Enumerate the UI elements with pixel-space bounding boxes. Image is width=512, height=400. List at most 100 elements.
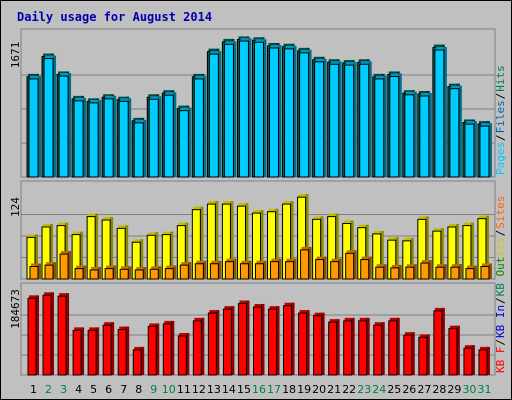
bar-files-day-20 bbox=[314, 58, 327, 178]
bar-sites-day-23 bbox=[360, 256, 372, 280]
x-label-day-27: 27 bbox=[417, 383, 431, 396]
x-label-day-9: 9 bbox=[150, 383, 157, 396]
bar-sites-day-15 bbox=[239, 260, 252, 280]
bar-sites-day-28 bbox=[435, 264, 447, 280]
bar-files-day-9 bbox=[148, 96, 162, 178]
bar-files-day-17 bbox=[269, 44, 282, 178]
x-label-day-15: 15 bbox=[237, 383, 251, 396]
bar-kb-f-day-23 bbox=[358, 317, 370, 376]
bar-files-day-21 bbox=[329, 61, 342, 178]
side-label-kbytes-0: KB F bbox=[494, 347, 507, 374]
bar-sites-day-11 bbox=[179, 262, 192, 280]
bar-files-day-19 bbox=[299, 49, 312, 178]
bar-files-day-13 bbox=[208, 51, 222, 178]
bar-files-day-23 bbox=[359, 61, 372, 178]
bar-kb-f-day-9 bbox=[147, 323, 160, 376]
bar-sites-day-10 bbox=[164, 265, 177, 280]
bar-files-day-29 bbox=[449, 85, 462, 178]
bar-sites-day-21 bbox=[330, 258, 342, 280]
bar-sites-day-9 bbox=[149, 266, 162, 280]
bar-kb-f-day-11 bbox=[177, 333, 190, 376]
x-label-day-3: 3 bbox=[60, 383, 67, 396]
bar-files-day-31 bbox=[479, 123, 492, 178]
bar-sites-day-14 bbox=[224, 258, 237, 280]
bar-files-day-18 bbox=[284, 45, 297, 178]
bar-kb-f-day-6 bbox=[102, 322, 115, 376]
side-label-kbytes-1: / bbox=[494, 339, 507, 346]
bar-kb-f-day-25 bbox=[388, 317, 400, 376]
bar-files-day-22 bbox=[344, 62, 357, 178]
bar-sites-day-8 bbox=[134, 266, 147, 280]
bar-files-day-1 bbox=[28, 75, 41, 178]
x-label-day-24: 24 bbox=[372, 383, 386, 396]
bar-kb-f-day-15 bbox=[237, 300, 250, 376]
ymax-label-kbytes: 184673 bbox=[9, 289, 22, 329]
x-label-day-11: 11 bbox=[177, 383, 191, 396]
bar-kb-f-day-29 bbox=[448, 325, 460, 376]
x-label-day-18: 18 bbox=[282, 383, 296, 396]
bar-files-day-25 bbox=[389, 73, 402, 178]
side-label-kbytes-3: / bbox=[494, 297, 507, 304]
x-label-day-14: 14 bbox=[222, 383, 236, 396]
x-label-day-2: 2 bbox=[45, 383, 52, 396]
bar-sites-day-5 bbox=[89, 266, 102, 280]
bar-sites-day-22 bbox=[345, 250, 357, 280]
bar-sites-day-16 bbox=[254, 260, 267, 280]
bar-kb-f-day-10 bbox=[162, 320, 175, 376]
bar-kb-f-day-8 bbox=[132, 346, 145, 376]
side-label-visits-sites-1: / bbox=[494, 230, 507, 237]
x-label-day-6: 6 bbox=[105, 383, 112, 396]
bar-files-day-24 bbox=[374, 75, 387, 178]
bar-sites-day-30 bbox=[465, 265, 477, 280]
ymax-label-visits-sites: 124 bbox=[9, 197, 22, 217]
bar-kb-f-day-1 bbox=[27, 295, 39, 376]
bar-kb-f-day-16 bbox=[252, 303, 265, 376]
bar-sites-day-12 bbox=[194, 260, 207, 280]
bar-kb-f-day-3 bbox=[57, 293, 70, 376]
bar-files-day-3 bbox=[58, 73, 72, 178]
ymax-label-hits-files-pages: 1671 bbox=[9, 42, 22, 69]
bar-files-day-5 bbox=[88, 99, 102, 178]
side-label-visits-sites-2: Sites bbox=[494, 196, 507, 229]
bar-kb-f-day-26 bbox=[403, 332, 415, 376]
x-label-day-26: 26 bbox=[402, 383, 416, 396]
bar-kb-f-day-12 bbox=[192, 317, 205, 376]
bar-sites-day-1 bbox=[29, 263, 41, 280]
bar-sites-day-6 bbox=[104, 265, 117, 280]
bar-kb-f-day-20 bbox=[313, 312, 325, 376]
bar-files-day-7 bbox=[118, 98, 132, 178]
bar-sites-day-26 bbox=[405, 264, 417, 280]
side-label-kbytes-2: KB In bbox=[494, 305, 507, 338]
bar-kb-f-day-21 bbox=[328, 319, 340, 376]
x-label-day-19: 19 bbox=[297, 383, 311, 396]
x-label-day-23: 23 bbox=[357, 383, 371, 396]
bar-kb-f-day-17 bbox=[268, 306, 280, 376]
x-label-day-28: 28 bbox=[432, 383, 446, 396]
bar-sites-day-13 bbox=[209, 260, 222, 280]
side-label-hits-files-pages-0: Pages bbox=[494, 142, 507, 175]
side-label-visits-sites-0: Visits bbox=[494, 237, 507, 277]
x-label-day-5: 5 bbox=[90, 383, 97, 396]
bar-kb-f-day-18 bbox=[283, 302, 295, 376]
x-label-day-31: 31 bbox=[477, 383, 491, 396]
bar-files-day-6 bbox=[103, 95, 117, 178]
bar-files-day-4 bbox=[73, 97, 87, 178]
bar-kb-f-day-14 bbox=[222, 306, 235, 376]
x-label-day-25: 25 bbox=[387, 383, 401, 396]
bar-kb-f-day-2 bbox=[42, 292, 55, 376]
bar-sites-day-20 bbox=[315, 256, 327, 280]
bar-files-day-26 bbox=[404, 91, 417, 178]
bar-kb-f-day-24 bbox=[373, 322, 385, 376]
x-label-day-12: 12 bbox=[192, 383, 206, 396]
bar-files-day-14 bbox=[223, 41, 237, 178]
x-label-day-8: 8 bbox=[135, 383, 142, 396]
bar-kb-f-day-28 bbox=[433, 307, 445, 376]
x-label-day-16: 16 bbox=[252, 383, 266, 396]
x-label-day-17: 17 bbox=[267, 383, 281, 396]
bar-files-day-8 bbox=[133, 119, 147, 178]
bar-files-day-30 bbox=[464, 121, 477, 178]
x-label-day-13: 13 bbox=[207, 383, 221, 396]
bar-kb-f-day-4 bbox=[72, 327, 85, 376]
